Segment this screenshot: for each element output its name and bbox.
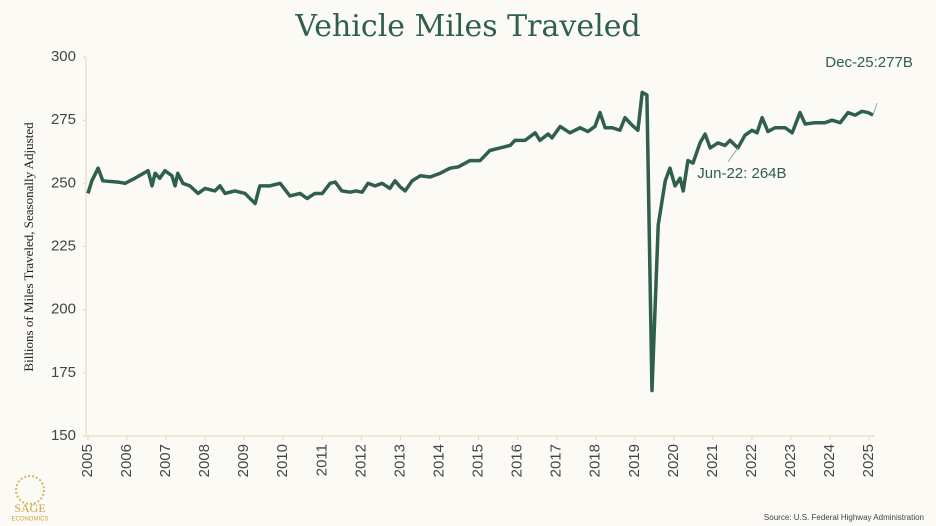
x-tick-label: 2006 [118,444,135,477]
logo-subtext: ECONOMICS [11,517,48,523]
x-tick-label: 2020 [665,444,682,477]
y-tick-label: 150 [51,427,76,444]
x-tick-label: 2024 [821,444,838,477]
y-tick-label: 175 [51,364,76,381]
x-tick-label: 2023 [782,444,799,477]
y-tick-label: 300 [51,48,76,65]
y-tick-label: 250 [51,174,76,191]
annotation: Jun-22: 264B [697,165,786,182]
data-line [86,90,874,393]
y-tick-label: 225 [51,237,76,254]
x-tick-label: 2009 [235,444,252,477]
x-tick-label: 2010 [274,444,291,477]
x-tick-label: 2013 [391,444,408,477]
x-tick-label: 2012 [352,444,369,477]
logo-icon [15,475,45,505]
x-tick-label: 2019 [626,444,643,477]
x-tick-label: 2017 [548,444,565,477]
logo-text: SAGE [14,501,45,515]
source-note: Source: U.S. Federal Highway Administrat… [764,513,924,522]
x-tick-label: 2007 [157,444,174,477]
annotation-leader [872,102,878,116]
x-tick-label: 2022 [743,444,760,477]
annotation: Dec-25:277B [825,54,913,71]
x-tick-label: 2005 [79,444,96,477]
x-tick-label: 2008 [196,444,213,477]
y-tick-label: 275 [51,111,76,128]
x-tick-label: 2011 [313,444,330,476]
x-tick-label: 2025 [860,444,877,477]
x-tick-label: 2014 [430,444,447,477]
y-axis-label: Billions of Miles Traveled, Seasonally A… [21,122,36,372]
x-tick-label: 2021 [704,444,721,477]
x-tick-label: 2018 [587,444,604,477]
y-tick-label: 200 [51,301,76,318]
x-tick-label: 2015 [470,444,487,477]
annotation-leader [727,147,739,163]
logo: SAGE ECONOMICS [11,475,49,523]
chart-title: Vehicle Miles Traveled [294,9,640,44]
x-tick-label: 2016 [509,444,526,477]
